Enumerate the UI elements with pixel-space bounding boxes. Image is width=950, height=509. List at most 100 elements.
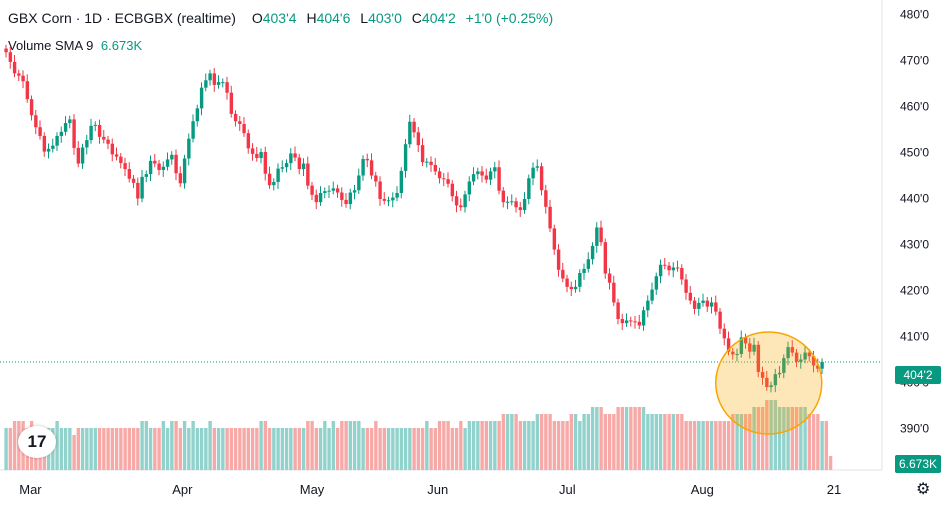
- candle-body: [735, 353, 739, 355]
- volume-bar: [123, 428, 127, 470]
- volume-bar: [280, 428, 285, 470]
- candle-body: [739, 337, 744, 354]
- volume-bar: [89, 428, 93, 470]
- candle-body: [221, 82, 225, 84]
- candle-body: [756, 344, 761, 372]
- volume-bar: [790, 407, 795, 470]
- candle-body: [369, 160, 374, 176]
- candle-body: [488, 171, 493, 180]
- candle-body: [416, 132, 421, 146]
- candle-body: [157, 163, 161, 170]
- y-tick-label: 430'0: [900, 238, 929, 252]
- candle-body: [599, 227, 603, 243]
- volume-bar: [777, 407, 782, 470]
- candle-body: [85, 140, 89, 148]
- candle-body: [667, 265, 671, 271]
- settings-gear-icon[interactable]: ⚙: [916, 481, 931, 498]
- y-tick-label: 440'0: [900, 192, 929, 206]
- candle-body: [403, 144, 408, 171]
- volume-bar: [425, 421, 429, 470]
- candle-body: [170, 154, 174, 160]
- candle-body: [284, 163, 289, 168]
- volume-bar: [12, 421, 17, 470]
- candle-body: [386, 200, 391, 202]
- candle-body: [80, 147, 85, 164]
- candle-body: [794, 352, 799, 362]
- candle-body: [357, 175, 361, 191]
- high-label: H: [306, 10, 317, 26]
- candle-body: [323, 191, 327, 193]
- candle-body: [790, 347, 795, 353]
- candle-body: [204, 80, 208, 88]
- volume-bar: [340, 421, 344, 470]
- volume-bar: [216, 428, 221, 470]
- candle-body: [820, 362, 824, 369]
- candle-body: [344, 199, 348, 205]
- candle-body: [127, 169, 132, 179]
- volume-bar: [701, 421, 705, 470]
- x-tick-label: Mar: [19, 482, 42, 497]
- volume-bar: [459, 421, 463, 470]
- candle-body: [765, 377, 769, 388]
- volume-bar: [144, 421, 149, 470]
- candle-body: [280, 167, 285, 169]
- volume-bar: [514, 414, 518, 470]
- candle-body: [539, 166, 544, 191]
- candle-body: [807, 352, 812, 357]
- candle-body: [123, 163, 127, 170]
- volume-bar: [238, 428, 242, 470]
- volume-bar: [148, 428, 153, 470]
- candle-body: [352, 190, 357, 193]
- candle-body: [391, 197, 395, 201]
- volume-bar: [361, 428, 365, 470]
- candle-body: [726, 338, 731, 352]
- candle-body: [603, 242, 608, 274]
- open-label: O: [251, 10, 263, 26]
- volume-bar: [208, 421, 212, 470]
- candle-body: [675, 267, 680, 269]
- tradingview-logo[interactable]: 17: [18, 426, 56, 458]
- candle-body: [650, 289, 654, 301]
- volume-bar: [314, 428, 319, 470]
- volume-bar: [667, 414, 671, 470]
- volume-bar: [250, 428, 255, 470]
- candle-body: [535, 166, 540, 168]
- candle-body: [493, 167, 497, 172]
- volume-bar: [352, 421, 357, 470]
- volume-bar: [739, 414, 744, 470]
- volume-bar: [637, 407, 642, 470]
- candle-body: [68, 119, 72, 124]
- candle-body: [612, 282, 616, 303]
- candle-body: [17, 73, 21, 76]
- volume-bar: [786, 407, 790, 470]
- volume-bar: [267, 428, 272, 470]
- candle-body: [216, 82, 221, 85]
- candle-body: [803, 352, 807, 360]
- candle-body: [395, 192, 399, 198]
- candle-body: [748, 343, 752, 352]
- candle-body: [522, 198, 527, 211]
- candle-body: [212, 73, 217, 85]
- candle-body: [527, 178, 531, 199]
- volume-bar: [93, 428, 98, 470]
- volume-bar: [743, 414, 748, 470]
- volume-bar: [102, 428, 106, 470]
- candle-body: [97, 124, 102, 137]
- volume-bar: [616, 407, 620, 470]
- candle-body: [561, 269, 565, 279]
- volume-bar: [484, 421, 489, 470]
- candle-body: [12, 61, 17, 74]
- volume-bar: [174, 421, 178, 470]
- candle-body: [250, 148, 255, 154]
- candle-body: [654, 276, 659, 290]
- volume-bar: [63, 428, 68, 470]
- candle-body: [93, 124, 98, 126]
- candle-body: [361, 158, 365, 176]
- volume-bar: [374, 421, 378, 470]
- candle-body: [463, 194, 467, 208]
- volume-bar: [182, 421, 187, 470]
- volume-bar: [246, 428, 251, 470]
- candle-body: [8, 52, 13, 62]
- candle-body: [590, 245, 595, 260]
